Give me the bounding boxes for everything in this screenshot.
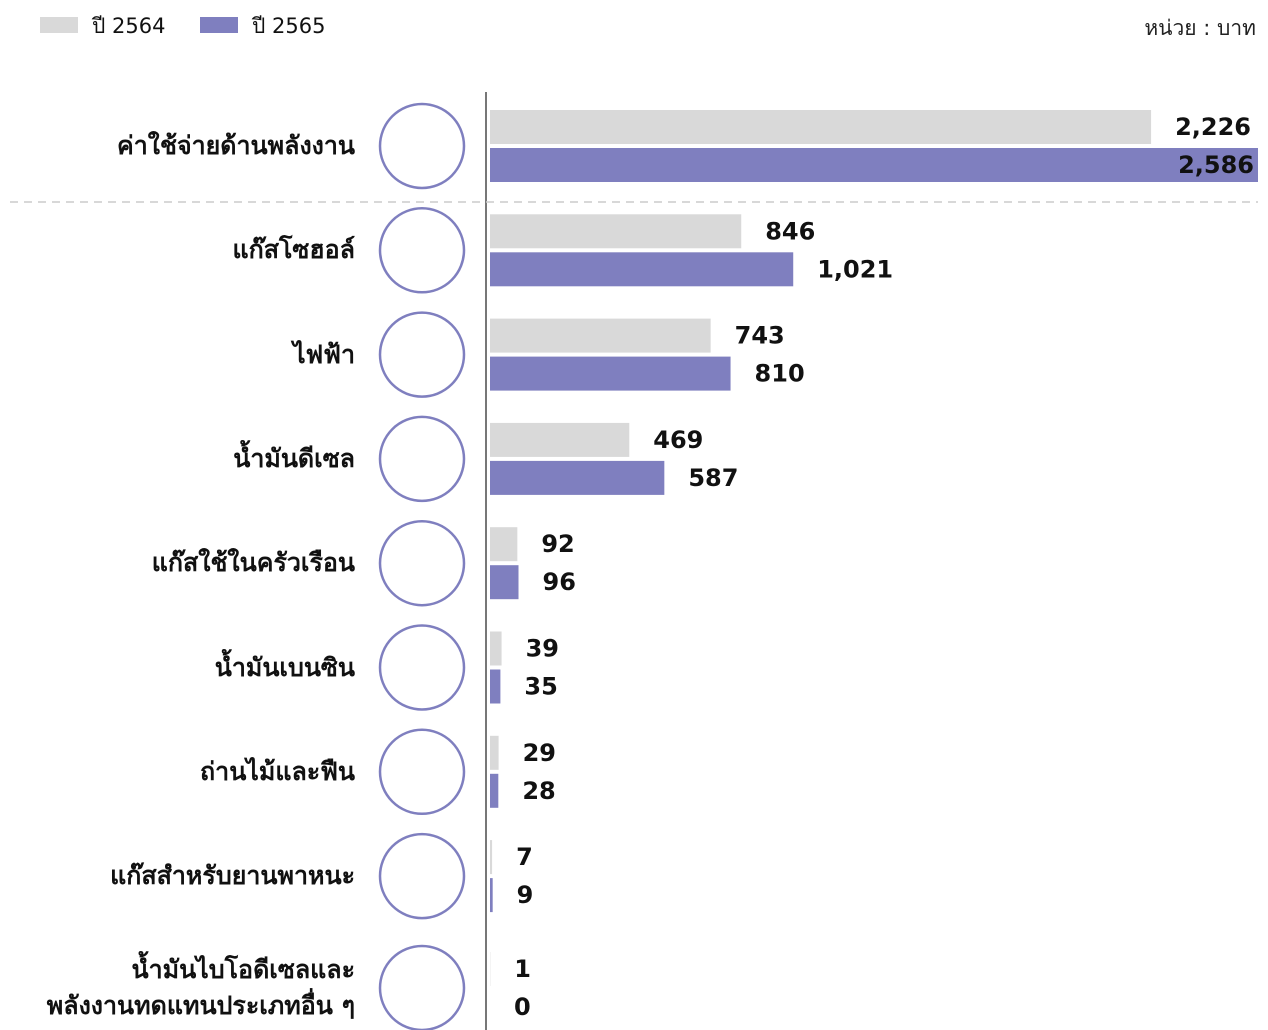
legend-label: ปี 2564	[91, 14, 165, 38]
bar	[490, 774, 498, 808]
bar	[490, 632, 502, 666]
category-icon	[380, 104, 464, 188]
bar	[490, 461, 664, 495]
bar	[490, 357, 731, 391]
value-label: 743	[735, 322, 785, 350]
category-icon	[380, 417, 464, 501]
bar	[490, 736, 499, 770]
bar	[490, 110, 1151, 144]
value-label: 1,021	[817, 255, 893, 283]
category-label: ไฟฟ้า	[0, 337, 355, 373]
category-icon	[380, 834, 464, 918]
value-label: 35	[524, 673, 557, 701]
category-label: ถ่านไม้และฟืน	[0, 754, 355, 790]
value-label: 469	[653, 426, 703, 454]
unit-label: หน่วย : บาท	[1144, 12, 1256, 45]
value-label: 96	[543, 568, 576, 596]
category-icon	[380, 208, 464, 292]
category-icon	[380, 626, 464, 710]
category-label: แก๊สใช้ในครัวเรือน	[0, 545, 355, 581]
legend-swatch	[40, 17, 78, 33]
category-icon	[380, 521, 464, 605]
bar	[490, 840, 492, 874]
category-label: น้ำมันไบโอดีเซลและ พลังงานทดแทนประเภทอื่…	[0, 952, 355, 1024]
bar	[490, 565, 519, 599]
value-label: 9	[517, 881, 534, 909]
category-label: น้ำมันเบนซิน	[0, 650, 355, 686]
category-icon	[380, 730, 464, 814]
category-icon	[380, 313, 464, 397]
category-label: แก๊สสำหรับยานพาหนะ	[0, 858, 355, 894]
category-label: แก๊สโซฮอล์	[0, 232, 355, 268]
value-label: 7	[516, 843, 533, 871]
bar	[490, 148, 1258, 182]
category-label: น้ำมันดีเซล	[0, 441, 355, 477]
value-label: 2,226	[1175, 113, 1251, 141]
value-label: 92	[541, 530, 574, 558]
value-label: 587	[688, 464, 738, 492]
bar	[490, 319, 711, 353]
value-label: 846	[765, 217, 815, 245]
category-label: ค่าใช้จ่ายด้านพลังงาน	[0, 128, 355, 164]
category-icon	[380, 946, 464, 1030]
chart: ปี 2564 ปี 2565 2,226 2,586 8461,021 743 810 46…	[0, 0, 1268, 1030]
value-label: 39	[526, 635, 559, 663]
bar	[490, 214, 741, 248]
legend-label: ปี 2565	[251, 14, 325, 38]
value-label: 2,586	[1178, 151, 1254, 179]
bar	[490, 878, 493, 912]
value-label: 28	[522, 777, 555, 805]
bar	[490, 670, 500, 704]
value-label: 29	[523, 739, 556, 767]
bar	[490, 527, 517, 561]
bar	[490, 252, 793, 286]
legend-swatch	[200, 17, 238, 33]
value-label: 1	[514, 955, 531, 983]
value-label: 0	[514, 993, 531, 1021]
value-label: 810	[755, 360, 805, 388]
bar	[490, 423, 629, 457]
